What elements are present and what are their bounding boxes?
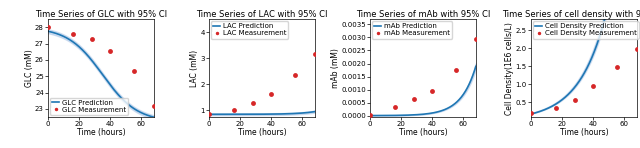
Point — [86, 38, 97, 40]
Title: Time Series of cell density with 95% CI: Time Series of cell density with 95% CI — [502, 10, 640, 19]
Legend: Cell Density Prediction, Cell Density Measurement: Cell Density Prediction, Cell Density Me… — [533, 21, 639, 38]
Title: Time Series of GLC with 95% CI: Time Series of GLC with 95% CI — [35, 10, 167, 19]
Point — [390, 106, 400, 108]
Point — [427, 90, 437, 92]
Y-axis label: GLC (mM): GLC (mM) — [24, 49, 33, 87]
Point — [204, 112, 214, 115]
Point — [129, 70, 139, 73]
Point — [611, 66, 621, 68]
Point — [588, 85, 598, 87]
Point — [526, 112, 536, 115]
Legend: LAC Prediction, LAC Measurement: LAC Prediction, LAC Measurement — [211, 21, 289, 38]
Point — [148, 104, 159, 107]
Legend: GLC Prediction, GLC Measurement: GLC Prediction, GLC Measurement — [50, 98, 128, 115]
Point — [43, 26, 53, 29]
X-axis label: Time (hours): Time (hours) — [399, 128, 447, 137]
Point — [68, 33, 78, 35]
Point — [105, 50, 115, 52]
Point — [451, 69, 461, 71]
Point — [310, 53, 320, 56]
Point — [248, 101, 258, 104]
Point — [228, 109, 239, 112]
Point — [550, 107, 561, 109]
X-axis label: Time (hours): Time (hours) — [559, 128, 608, 137]
Y-axis label: LAC (mM): LAC (mM) — [190, 50, 199, 87]
Point — [289, 74, 300, 76]
Point — [365, 114, 375, 116]
Title: Time Series of mAb with 95% CI: Time Series of mAb with 95% CI — [356, 10, 490, 19]
Y-axis label: mAb (mM): mAb (mM) — [331, 48, 340, 88]
Y-axis label: Cell Density(1E6 cells/L): Cell Density(1E6 cells/L) — [505, 22, 514, 115]
Point — [570, 98, 580, 101]
Legend: mAb Prediction, mAb Measurement: mAb Prediction, mAb Measurement — [372, 21, 452, 38]
Point — [470, 38, 481, 40]
Point — [266, 93, 276, 95]
Point — [408, 98, 419, 101]
Point — [632, 48, 640, 50]
X-axis label: Time (hours): Time (hours) — [77, 128, 125, 137]
X-axis label: Time (hours): Time (hours) — [237, 128, 286, 137]
Title: Time Series of LAC with 95% CI: Time Series of LAC with 95% CI — [196, 10, 328, 19]
